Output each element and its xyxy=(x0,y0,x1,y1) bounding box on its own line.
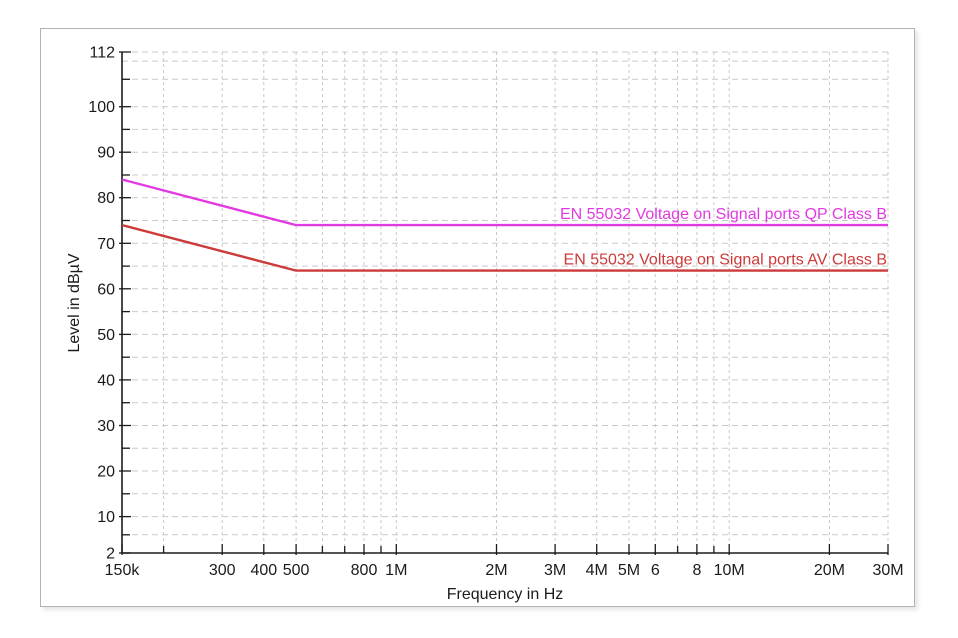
x-tick-label: 30M xyxy=(872,562,903,579)
x-tick-label: 400 xyxy=(250,562,277,579)
y-tick-label: 70 xyxy=(97,236,115,253)
series-line-qp xyxy=(121,178,888,227)
y-tick-label: 50 xyxy=(97,327,115,344)
y-tick-label: 30 xyxy=(97,418,115,435)
x-tick-label: 10M xyxy=(714,562,745,579)
tick-labels: 150k 300 400 500 800 1M 2M 3M 4M 5M 6 8 10M 20M 30M 112… xyxy=(88,45,903,580)
x-axis-title: Frequency in Hz xyxy=(447,586,564,603)
x-tick-label: 5M xyxy=(618,562,640,579)
x-tick-label: 300 xyxy=(209,562,236,579)
series-line-av xyxy=(121,223,888,272)
x-tick-label: 8 xyxy=(692,562,701,579)
chart-frame: 150k 300 400 500 800 1M 2M 3M 4M 5M 6 8 10M 20M 30M 112… xyxy=(40,28,915,607)
x-tick-label: 20M xyxy=(814,562,845,579)
y-tick-label: 80 xyxy=(97,190,115,207)
x-tick-label: 150k xyxy=(105,562,141,579)
y-tick-label: 60 xyxy=(97,281,115,298)
y-tick-label: 40 xyxy=(97,372,115,389)
x-tick-label: 3M xyxy=(544,562,566,579)
y-tick-label: 20 xyxy=(97,464,115,481)
y-tick-label: 90 xyxy=(97,145,115,162)
y-tick-label: 100 xyxy=(88,99,115,116)
x-tick-label: 800 xyxy=(351,562,378,579)
x-tick-label: 2M xyxy=(485,562,507,579)
x-tick-label: 6 xyxy=(651,562,660,579)
y-tick-label: 112 xyxy=(89,45,115,62)
series-lines xyxy=(121,178,888,272)
y-tick-label: 2 xyxy=(106,546,115,563)
x-tick-label: 4M xyxy=(586,562,608,579)
limit-chart: 150k 300 400 500 800 1M 2M 3M 4M 5M 6 8 10M 20M 30M 112… xyxy=(66,45,904,604)
series-labels: EN 55032 Voltage on Signal ports QP Clas… xyxy=(560,206,887,269)
y-axis-title: Level in dBµV xyxy=(66,253,83,352)
axes xyxy=(119,51,889,555)
x-tick-label: 500 xyxy=(283,562,310,579)
x-tick-label: 1M xyxy=(385,562,407,579)
gridlines xyxy=(122,51,889,553)
series-label-av: EN 55032 Voltage on Signal ports AV Clas… xyxy=(564,252,887,269)
y-tick-label: 10 xyxy=(97,509,115,526)
series-label-qp: EN 55032 Voltage on Signal ports QP Clas… xyxy=(560,206,887,223)
